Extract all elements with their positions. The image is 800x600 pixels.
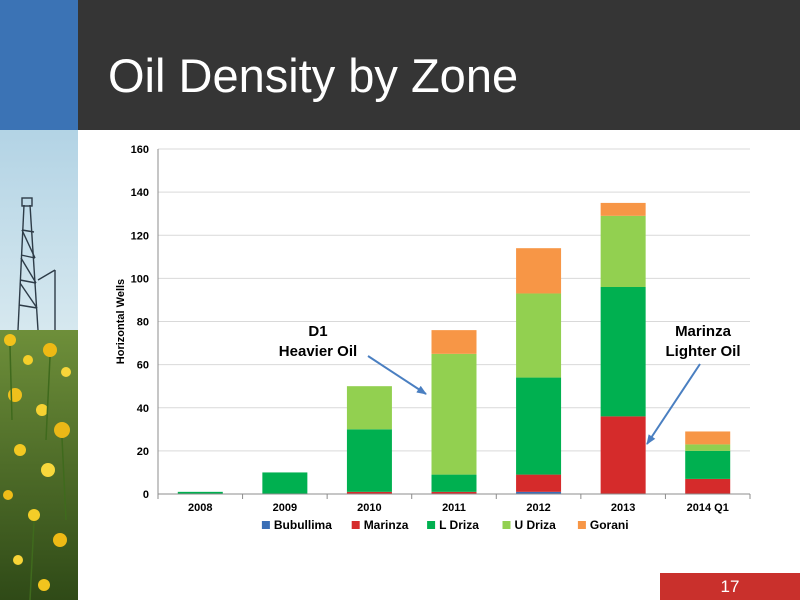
annotation-marinza-line2: Lighter Oil [666, 343, 741, 360]
legend-label-bubullima: Bubullima [274, 518, 332, 532]
bar-marinza-2012 [516, 474, 562, 492]
legend-label-gorani: Gorani [590, 518, 629, 532]
y-tick-label: 140 [131, 187, 149, 199]
bar-u-driza-2014-q1 [685, 444, 731, 451]
legend-swatch-marinza [351, 521, 360, 529]
slide-number: 17 [660, 573, 800, 600]
wildflowers [3, 334, 71, 600]
bar-l-driza-2011 [431, 474, 477, 492]
bar-marinza-2013 [600, 416, 646, 494]
drilling-rig-icon [17, 197, 56, 331]
bar-u-driza-2011 [431, 353, 477, 475]
y-tick-label: 100 [131, 273, 149, 285]
y-tick-label: 80 [137, 317, 149, 329]
annotation-arrow-marinza [646, 363, 701, 445]
page-title: Oil Density by Zone [108, 49, 519, 102]
annotation-d1-line2: Heavier Oil [279, 343, 357, 360]
bar-gorani-2014-q1 [685, 431, 731, 445]
bar-l-driza-2013 [600, 287, 646, 417]
x-tick-label: 2010 [357, 502, 381, 514]
bar-l-driza-2009 [262, 472, 308, 494]
y-tick-label: 120 [131, 230, 149, 242]
annotation-arrow-d1 [367, 355, 427, 395]
x-tick-label: 2011 [442, 502, 466, 514]
x-tick-label: 2013 [611, 502, 635, 514]
bar-marinza-2011 [431, 491, 477, 494]
bar-marinza-2010 [346, 491, 392, 494]
x-tick-label: 2012 [526, 502, 550, 514]
annotation-marinza-line1: Marinza [675, 323, 732, 340]
bar-gorani-2013 [600, 202, 646, 216]
bar-gorani-2011 [431, 330, 477, 354]
bar-u-driza-2013 [600, 215, 646, 287]
header-bar [78, 0, 800, 130]
bar-gorani-2012 [516, 248, 562, 294]
y-axis-title: Horizontal Wells [115, 279, 127, 364]
legend-swatch-u-driza [502, 521, 511, 529]
y-tick-label: 20 [137, 446, 149, 458]
bar-bubullima-2012 [516, 491, 562, 494]
bar-l-driza-2010 [346, 429, 392, 492]
legend-label-l-driza: L Driza [439, 518, 479, 532]
bar-l-driza-2008 [177, 491, 223, 494]
y-tick-label: 60 [137, 360, 149, 372]
y-tick-label: 40 [137, 403, 149, 415]
legend-swatch-gorani [577, 521, 586, 529]
bar-u-driza-2010 [346, 386, 392, 430]
bar-marinza-2014-q1 [685, 478, 731, 494]
annotation-d1-line1: D1 [308, 323, 327, 340]
x-tick-label: 2014 Q1 [687, 502, 729, 514]
bar-u-driza-2012 [516, 293, 562, 378]
y-tick-label: 0 [143, 489, 149, 501]
x-tick-label: 2008 [188, 502, 212, 514]
header-accent [0, 0, 78, 130]
x-tick-label: 2009 [273, 502, 297, 514]
bar-l-driza-2014-q1 [685, 450, 731, 479]
y-tick-label: 160 [131, 144, 149, 156]
legend-swatch-bubullima [261, 521, 270, 529]
legend-label-marinza: Marinza [364, 518, 409, 532]
bar-l-driza-2012 [516, 377, 562, 475]
legend-label-u-driza: U Driza [515, 518, 557, 532]
legend-swatch-l-driza [427, 521, 436, 529]
